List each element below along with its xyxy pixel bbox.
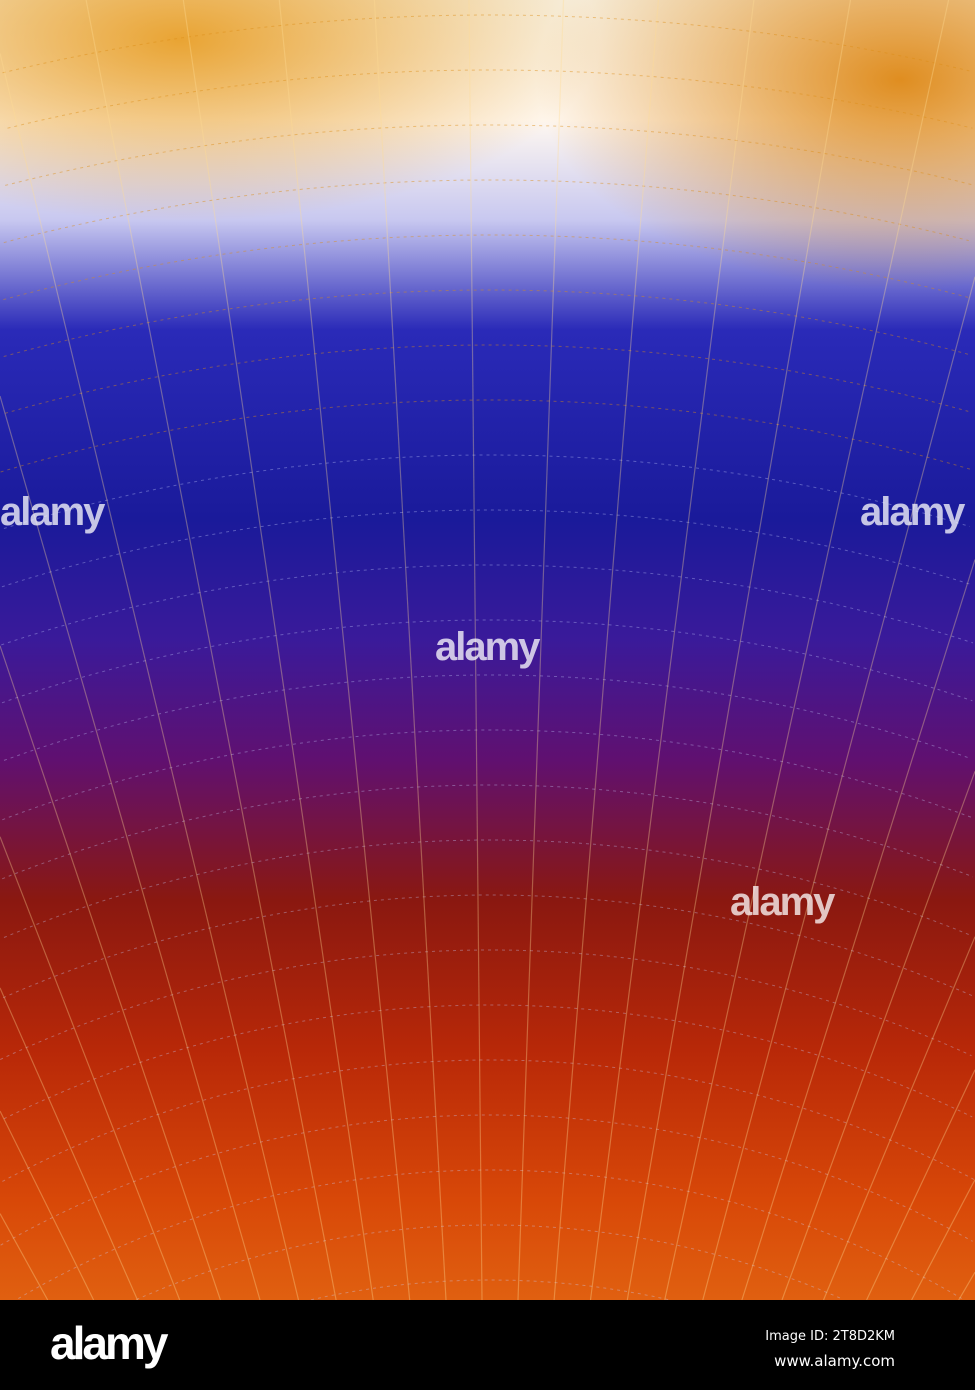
fractal-filaments (0, 0, 975, 1300)
filament-arc (7, 69, 973, 129)
filament-ray (0, 395, 261, 1300)
filament-ray (0, 1213, 49, 1300)
filament-ray (664, 0, 950, 1300)
filament-arc (2, 894, 973, 999)
filament-ray (0, 987, 139, 1300)
filament-ray (958, 1271, 975, 1300)
filament-arc (0, 399, 974, 473)
filament-arc (0, 949, 972, 1060)
filament-ray (182, 0, 374, 1300)
filament-arc (2, 784, 974, 880)
filament-arc (3, 289, 970, 357)
alamy-logo: alamy (50, 1317, 168, 1369)
filament-arc (0, 1114, 973, 1246)
filament-ray (373, 0, 447, 1300)
filament-ray (0, 1110, 95, 1300)
filament-arc (2, 729, 973, 821)
filament-ray (553, 0, 659, 1300)
filament-arc (3, 454, 970, 529)
filament-ray (85, 0, 337, 1300)
fractal-artwork: alamy alamy alamy alamy (0, 0, 975, 1300)
filament-ray (702, 276, 975, 1300)
filament-arc (3, 674, 971, 761)
filament-arc (1, 509, 973, 588)
filament-ray (0, 836, 181, 1300)
filament-ray (468, 0, 483, 1300)
watermark: alamy (860, 490, 965, 534)
watermark: alamy (730, 880, 835, 924)
filament-ray (626, 0, 852, 1300)
filament-ray (517, 0, 565, 1300)
filament-ray (278, 0, 411, 1300)
filament-arc (2, 1059, 975, 1182)
footer-bar: alamy Image ID: 2T8D2KM www.alamy.com (0, 1300, 975, 1390)
watermark: alamy (0, 490, 105, 534)
filament-arc (18, 1169, 962, 1299)
filament-ray (822, 936, 975, 1300)
filament-arc (310, 1279, 670, 1300)
filament-ray (866, 1069, 975, 1300)
filament-arc (3, 839, 972, 938)
filament-ray (741, 559, 975, 1300)
filament-arc (4, 344, 969, 414)
filament-ray (589, 0, 755, 1300)
filament-arc (2, 14, 970, 74)
filament-ray (781, 771, 975, 1300)
filament-ray (0, 645, 221, 1300)
filament-arc (5, 124, 975, 186)
filament-arc (3, 234, 970, 301)
filament-arc (136, 1224, 844, 1300)
filament-arc (3, 1004, 973, 1120)
filament-ray (0, 53, 300, 1300)
website-url: www.alamy.com (774, 1352, 895, 1370)
filament-ray (911, 1179, 975, 1300)
filament-arc (3, 179, 969, 244)
image-id: Image ID: 2T8D2KM (765, 1329, 895, 1344)
watermark: alamy (435, 625, 540, 669)
